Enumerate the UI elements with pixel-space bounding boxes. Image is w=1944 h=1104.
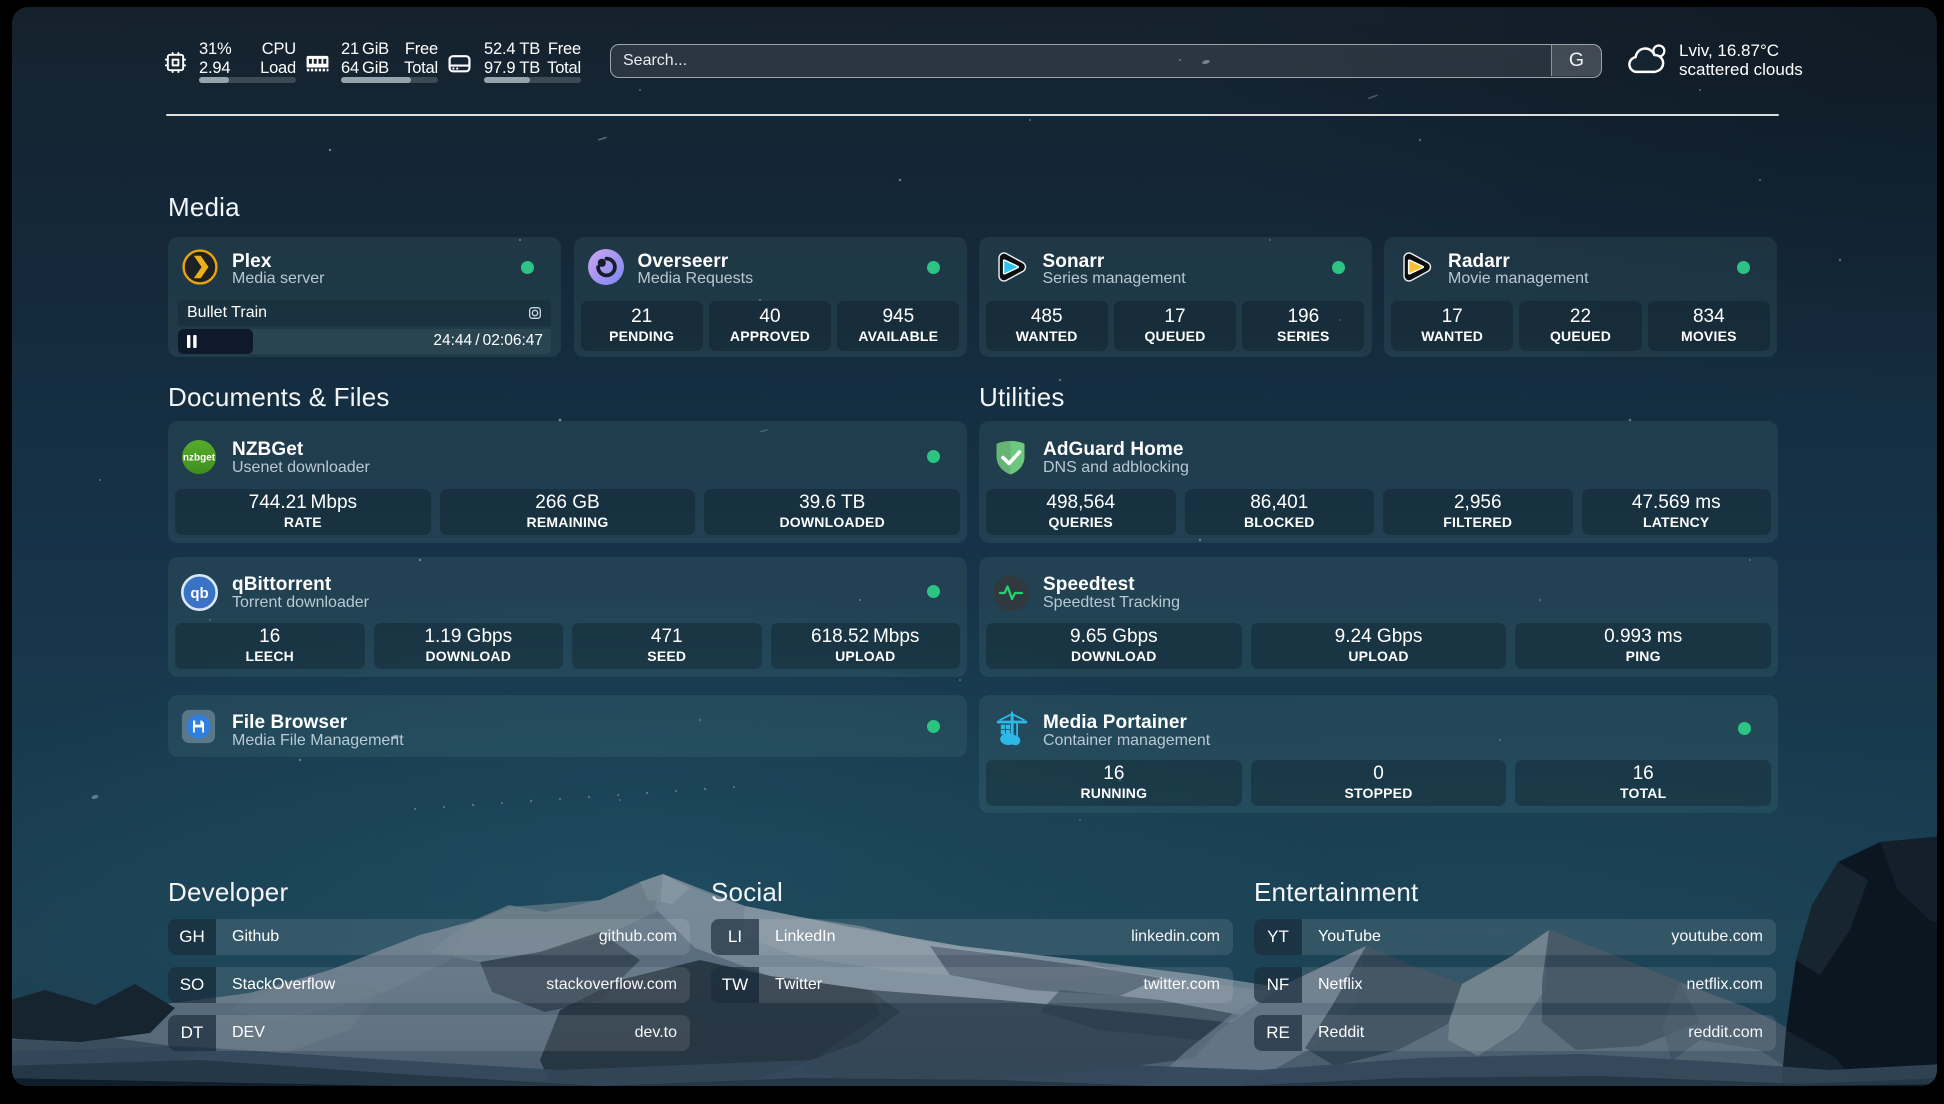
svg-text:nzbget: nzbget bbox=[183, 453, 216, 464]
svg-text:qb: qb bbox=[190, 585, 208, 602]
